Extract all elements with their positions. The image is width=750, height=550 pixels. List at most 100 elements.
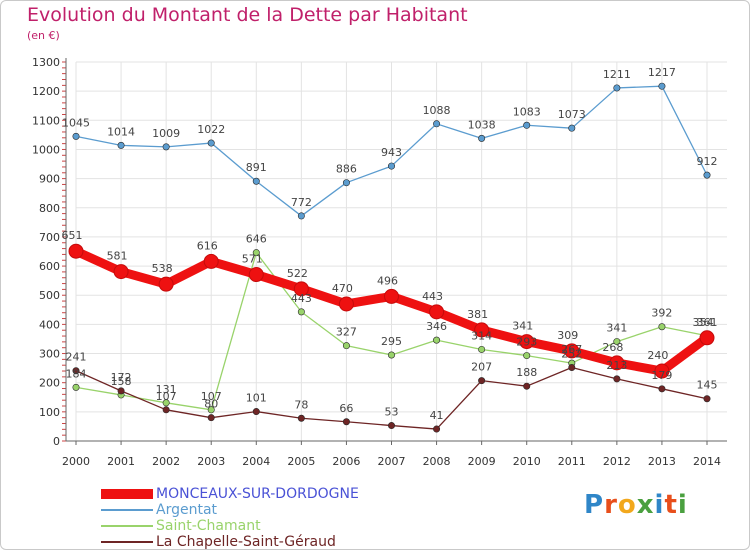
data-point-argentat <box>117 141 125 149</box>
data-label-la-chapelle-saint-g-raud: 179 <box>651 369 672 382</box>
x-tick-label: 2002 <box>152 455 180 468</box>
data-point-monceaux-sur-dordogne <box>113 264 129 280</box>
y-tick-label: 1300 <box>32 56 60 69</box>
data-point-monceaux-sur-dordogne <box>293 281 309 297</box>
data-label-argentat: 1022 <box>197 123 225 136</box>
y-tick-label: 200 <box>39 377 60 390</box>
data-point-monceaux-sur-dordogne <box>474 322 490 338</box>
data-label-saint-chamant: 131 <box>156 383 177 396</box>
data-point-la-chapelle-saint-g-raud <box>297 414 305 422</box>
data-label-la-chapelle-saint-g-raud: 241 <box>66 351 87 364</box>
data-label-monceaux-sur-dordogne: 522 <box>287 267 308 280</box>
y-tick-label: 1000 <box>32 143 60 156</box>
logo-letter: i <box>654 490 665 520</box>
data-point-monceaux-sur-dordogne <box>609 355 625 371</box>
data-point-la-chapelle-saint-g-raud <box>342 418 350 426</box>
data-point-la-chapelle-saint-g-raud <box>252 408 260 416</box>
legend-swatch-monceaux <box>101 489 153 499</box>
data-label-la-chapelle-saint-g-raud: 101 <box>246 392 267 405</box>
legend-label-monceaux: MONCEAUX-SUR-DORDOGNE <box>156 486 359 502</box>
data-label-la-chapelle-saint-g-raud: 78 <box>294 398 308 411</box>
legend-label-saint-chamant: Saint-Chamant <box>156 518 261 534</box>
data-point-argentat <box>387 162 395 170</box>
y-tick-label: 400 <box>39 318 60 331</box>
data-label-saint-chamant: 314 <box>471 329 492 342</box>
y-tick-label: 1200 <box>32 85 60 98</box>
data-point-la-chapelle-saint-g-raud <box>568 364 576 372</box>
data-label-monceaux-sur-dordogne: 651 <box>62 229 83 242</box>
data-point-monceaux-sur-dordogne <box>429 304 445 320</box>
data-point-saint-chamant <box>342 342 350 350</box>
data-label-argentat: 1217 <box>648 66 676 79</box>
data-label-saint-chamant: 392 <box>651 307 672 320</box>
y-tick-label: 700 <box>39 231 60 244</box>
data-point-saint-chamant <box>478 345 486 353</box>
chart-title: Evolution du Montant de la Dette par Hab… <box>27 4 468 26</box>
data-label-saint-chamant: 107 <box>201 390 222 403</box>
data-point-argentat <box>297 212 305 220</box>
data-point-saint-chamant <box>613 338 621 346</box>
y-tick-label: 500 <box>39 289 60 302</box>
x-tick-label: 2011 <box>558 455 586 468</box>
data-label-argentat: 886 <box>336 163 357 176</box>
data-label-la-chapelle-saint-g-raud: 213 <box>606 359 627 372</box>
x-tick-label: 2003 <box>197 455 225 468</box>
data-label-argentat: 1014 <box>107 125 135 138</box>
data-label-la-chapelle-saint-g-raud: 172 <box>111 371 132 384</box>
data-point-saint-chamant <box>252 249 260 257</box>
data-label-saint-chamant: 361 <box>697 316 718 329</box>
data-point-monceaux-sur-dordogne <box>338 296 354 312</box>
data-label-monceaux-sur-dordogne: 616 <box>197 239 218 252</box>
data-label-monceaux-sur-dordogne: 240 <box>647 349 668 362</box>
data-point-la-chapelle-saint-g-raud <box>478 377 486 385</box>
data-label-monceaux-sur-dordogne: 538 <box>152 262 173 275</box>
data-label-monceaux-sur-dordogne: 354 <box>693 316 714 329</box>
data-point-saint-chamant <box>658 323 666 331</box>
data-point-argentat <box>162 143 170 151</box>
x-tick-label: 2008 <box>423 455 451 468</box>
y-tick-label: 100 <box>39 406 60 419</box>
data-label-saint-chamant: 293 <box>516 336 537 349</box>
x-tick-label: 2000 <box>62 455 90 468</box>
data-point-argentat <box>342 179 350 187</box>
data-label-argentat: 1083 <box>513 105 541 118</box>
data-label-monceaux-sur-dordogne: 443 <box>422 290 443 303</box>
legend: MONCEAUX-SUR-DORDOGNE Argentat Saint-Cha… <box>101 486 359 549</box>
data-point-saint-chamant <box>523 352 531 360</box>
x-tick-label: 2004 <box>242 455 270 468</box>
data-point-saint-chamant <box>433 336 441 344</box>
data-point-argentat <box>478 134 486 142</box>
data-label-la-chapelle-saint-g-raud: 80 <box>204 398 218 411</box>
x-tick-label: 2013 <box>648 455 676 468</box>
data-label-monceaux-sur-dordogne: 341 <box>512 320 533 333</box>
data-label-monceaux-sur-dordogne: 381 <box>467 308 488 321</box>
data-point-saint-chamant <box>162 399 170 407</box>
data-label-monceaux-sur-dordogne: 309 <box>557 329 578 342</box>
data-label-saint-chamant: 267 <box>561 343 582 356</box>
legend-item-monceaux: MONCEAUX-SUR-DORDOGNE <box>101 486 359 502</box>
x-tick-label: 2014 <box>693 455 721 468</box>
data-label-argentat: 1211 <box>603 68 631 81</box>
data-point-argentat <box>658 82 666 90</box>
data-point-argentat <box>72 132 80 140</box>
data-label-argentat: 1009 <box>152 127 180 140</box>
data-label-argentat: 772 <box>291 196 312 209</box>
chart-subtitle: (en €) <box>27 29 60 42</box>
data-label-argentat: 1045 <box>62 116 90 129</box>
data-point-la-chapelle-saint-g-raud <box>72 367 80 375</box>
data-point-la-chapelle-saint-g-raud <box>433 425 441 433</box>
data-label-argentat: 912 <box>697 155 718 168</box>
data-point-saint-chamant <box>387 351 395 359</box>
logo-letter: r <box>604 490 618 520</box>
x-tick-label: 2012 <box>603 455 631 468</box>
y-tick-label: 300 <box>39 348 60 361</box>
data-label-argentat: 1073 <box>558 108 586 121</box>
logo-letter: t <box>664 490 678 520</box>
data-label-saint-chamant: 295 <box>381 335 402 348</box>
x-tick-label: 2006 <box>332 455 360 468</box>
logo-letter: P <box>584 490 605 520</box>
data-point-la-chapelle-saint-g-raud <box>207 414 215 422</box>
legend-swatch-argentat <box>101 509 153 511</box>
data-point-monceaux-sur-dordogne <box>654 363 670 379</box>
